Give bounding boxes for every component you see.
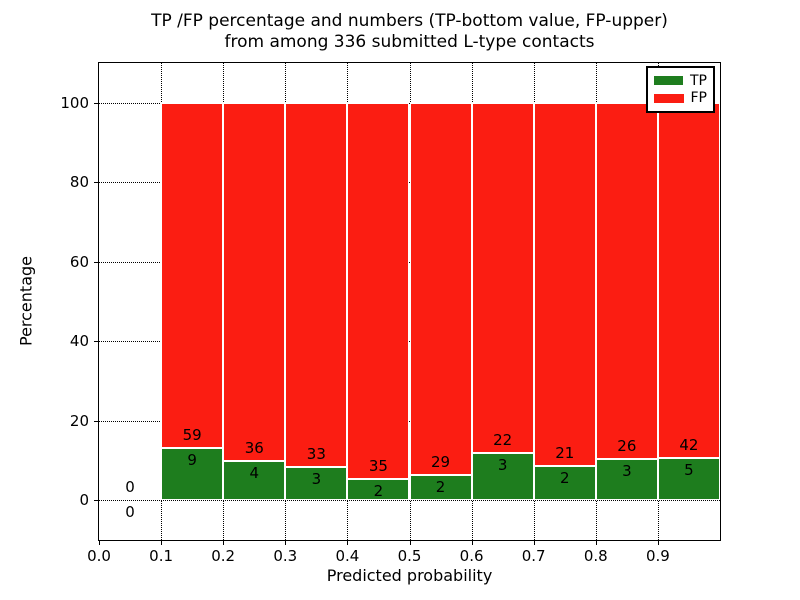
x-tick-mark [595, 541, 597, 545]
x-tick-label: 0.6 [459, 547, 484, 565]
tp-count-label: 0 [125, 503, 135, 522]
tp-count-label: 2 [435, 477, 446, 496]
chart-title: TP /FP percentage and numbers (TP-bottom… [99, 11, 720, 53]
fp-count-label: 33 [306, 445, 326, 464]
chart-title-line-1: TP /FP percentage and numbers (TP-bottom… [151, 11, 668, 31]
bar-tp-segment [533, 465, 596, 501]
fp-count-label: 42 [679, 435, 699, 454]
legend-swatch-tp [654, 76, 683, 86]
bar-fp-segment [285, 102, 348, 468]
y-tick-label: 20 [69, 411, 89, 430]
fp-count-label: 26 [617, 437, 637, 456]
bar-tp-segment [471, 452, 534, 501]
x-tick-label: 0.0 [87, 547, 111, 565]
fp-count-label: 21 [555, 443, 575, 462]
legend-row-tp: TP [654, 74, 707, 88]
bar-tp-segment [595, 459, 658, 501]
y-tick-mark [94, 182, 98, 184]
tp-count-label: 2 [373, 481, 384, 500]
tp-count-label: 4 [249, 463, 260, 482]
x-tick-label: 0.8 [583, 547, 608, 565]
bar-tp-segment [223, 460, 286, 501]
bar-fp-segment [595, 102, 658, 460]
y-tick-label: 60 [69, 252, 89, 271]
x-tick-mark [223, 541, 225, 545]
x-tick-mark [161, 541, 163, 545]
tp-count-label: 2 [559, 468, 570, 487]
tp-count-label: 9 [187, 450, 197, 469]
bar-fp-segment [161, 102, 224, 448]
y-tick-mark [94, 500, 98, 502]
y-tick-label: 80 [69, 173, 89, 192]
x-tick-label: 0.1 [149, 547, 174, 565]
x-tick-label: 0.4 [335, 547, 360, 565]
x-tick-mark [347, 541, 349, 545]
bar-tp-segment [285, 467, 348, 501]
x-tick-mark [657, 541, 659, 545]
fp-count-label: 0 [125, 478, 135, 497]
tp-count-label: 3 [622, 462, 632, 481]
y-tick-label: 0 [79, 491, 89, 510]
legend-label-tp: TP [690, 72, 707, 89]
x-tick-mark [409, 541, 411, 545]
fp-count-label: 22 [493, 430, 513, 449]
bar-tp-segment [657, 457, 720, 501]
legend-label-fp: FP [690, 90, 708, 107]
x-axis-label: Predicted probability [326, 566, 493, 585]
bar-tp-segment [409, 474, 472, 501]
y-axis-label: Percentage [16, 255, 36, 347]
x-tick-mark [471, 541, 473, 545]
x-tick-label: 0.9 [645, 547, 670, 565]
x-tick-label: 0.3 [273, 547, 298, 565]
bar-fp-segment [533, 102, 596, 466]
tp-count-label: 3 [311, 470, 322, 489]
bar-tp-segment [347, 478, 410, 501]
plot-area: Percentage Predicted probability 0 20 40 60… [17, 62, 721, 585]
legend: TP FP [646, 66, 715, 113]
chart-title-line-2: from among 336 submitted L-type contacts [224, 32, 595, 52]
fp-count-label: 59 [182, 425, 202, 444]
bar-fp-segment [347, 102, 410, 479]
tp-count-label: 3 [497, 455, 508, 474]
y-tick-mark [94, 341, 98, 343]
y-tick-label: 40 [69, 332, 89, 351]
y-tick-label: 100 [60, 93, 89, 112]
legend-swatch-fp [654, 93, 684, 103]
tp-count-label: 5 [684, 460, 694, 479]
x-tick-mark [99, 541, 100, 545]
y-tick-mark [94, 420, 98, 422]
x-tick-label: 0.5 [397, 547, 422, 565]
x-tick-mark [533, 541, 535, 545]
bar-fp-segment [409, 102, 472, 475]
bar-fp-segment [223, 102, 286, 461]
bar-fp-segment [657, 102, 720, 458]
y-tick-mark [94, 261, 98, 263]
fp-count-label: 35 [368, 456, 388, 475]
bar-fp-segment [471, 102, 534, 453]
x-tick-label: 0.7 [521, 547, 546, 565]
fp-count-label: 29 [431, 452, 451, 471]
x-tick-label: 0.2 [211, 547, 236, 565]
bar-tp-segment [161, 447, 224, 501]
x-tick-mark [285, 541, 287, 545]
legend-row-fp: FP [654, 91, 707, 105]
y-tick-mark [94, 102, 98, 104]
fp-count-label: 36 [244, 438, 264, 457]
